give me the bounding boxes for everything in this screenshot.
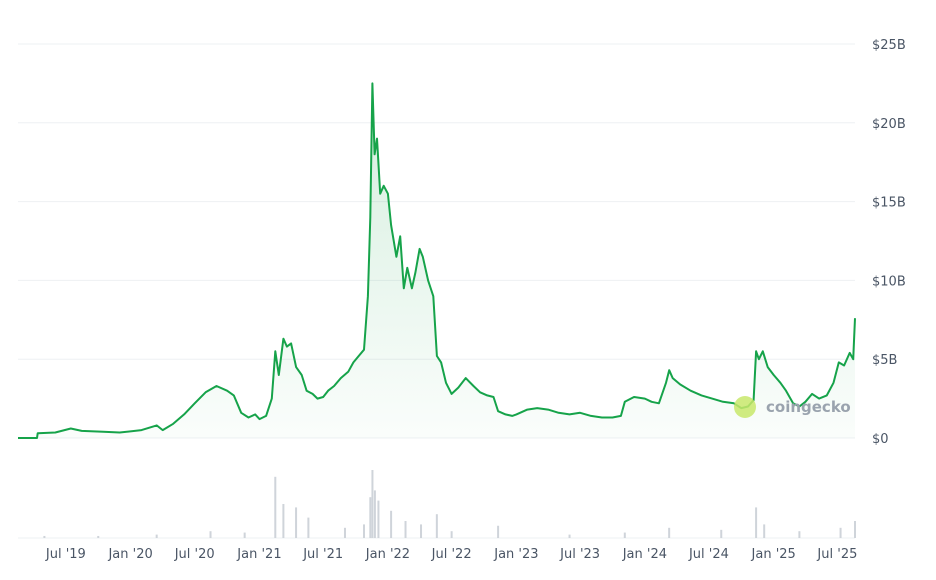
volume-bar (798, 531, 801, 538)
grid-layer (18, 43, 855, 539)
volume-bar (390, 510, 393, 538)
volume-bar (371, 470, 374, 538)
volume-bar (404, 521, 407, 538)
x-tick-label: Jul '25 (816, 547, 857, 562)
x-tick-label: Jan '21 (236, 547, 281, 562)
x-tick-label: Jul '21 (302, 547, 343, 562)
x-tick-label: Jul '20 (174, 547, 215, 562)
volume-bar (839, 527, 842, 538)
x-tick-label: Jul '23 (559, 547, 600, 562)
y-tick-label: $25B (872, 38, 906, 53)
volume-bar (854, 521, 856, 538)
volume-bar (623, 532, 626, 538)
x-tick-label: Jan '24 (622, 547, 667, 562)
volume-bar (420, 524, 423, 538)
volume-bar (450, 531, 453, 538)
watermark-text: coingecko (766, 398, 851, 416)
y-tick-label: $0 (872, 432, 889, 447)
x-tick-label: Jul '22 (431, 547, 472, 562)
volume-bar (435, 514, 438, 538)
volume-bar (377, 500, 380, 538)
y-tick-label: $10B (872, 274, 906, 289)
volume-bar (243, 532, 246, 538)
volume-bar (568, 534, 571, 538)
x-tick-label: Jul '19 (45, 547, 86, 562)
coingecko-logo-icon (734, 396, 756, 418)
volume-bar (295, 507, 298, 538)
volume-layer (43, 470, 856, 538)
market-cap-area (18, 83, 855, 439)
area-layer (18, 82, 856, 439)
volume-bar (763, 524, 766, 538)
volume-bar (282, 504, 285, 538)
volume-bar (155, 534, 158, 538)
x-tick-label: Jan '22 (365, 547, 410, 562)
volume-bar (97, 535, 100, 538)
volume-bar (755, 507, 758, 538)
volume-bar (209, 531, 212, 538)
volume-bar (43, 535, 46, 538)
x-tick-label: Jan '23 (493, 547, 538, 562)
x-axis: Jul '19 Jan '20 Jul '20 Jan '21 Jul '21 Jan '… (45, 547, 857, 562)
y-tick-label: $20B (872, 117, 906, 132)
y-tick-label: $15B (872, 196, 906, 211)
volume-bar (720, 529, 723, 538)
y-axis: $25B $20B $15B $10B $5B $0 (872, 38, 906, 447)
volume-bar (497, 525, 500, 538)
y-tick-label: $5B (872, 353, 897, 368)
volume-bar (343, 527, 346, 538)
volume-bar (369, 497, 372, 538)
volume-bar (274, 476, 277, 538)
x-tick-label: Jan '25 (751, 547, 796, 562)
volume-bar (362, 524, 365, 538)
coingecko-watermark: coingecko (734, 396, 851, 418)
volume-bar (373, 490, 376, 538)
x-tick-label: Jul '24 (688, 547, 729, 562)
volume-bar (668, 527, 671, 538)
volume-bar (307, 517, 310, 538)
x-tick-label: Jan '20 (107, 547, 152, 562)
